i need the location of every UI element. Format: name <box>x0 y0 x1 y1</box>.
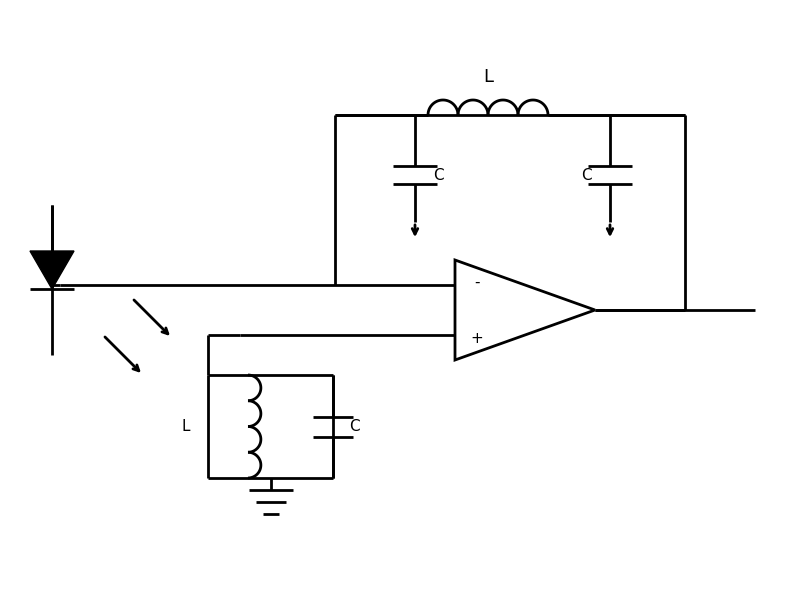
Text: C: C <box>349 419 359 434</box>
Text: +: + <box>470 330 483 346</box>
Text: -: - <box>474 274 480 290</box>
Text: C: C <box>581 167 592 183</box>
Text: L: L <box>483 68 493 86</box>
Text: L: L <box>182 419 190 434</box>
Polygon shape <box>30 251 74 289</box>
Text: C: C <box>433 167 444 183</box>
